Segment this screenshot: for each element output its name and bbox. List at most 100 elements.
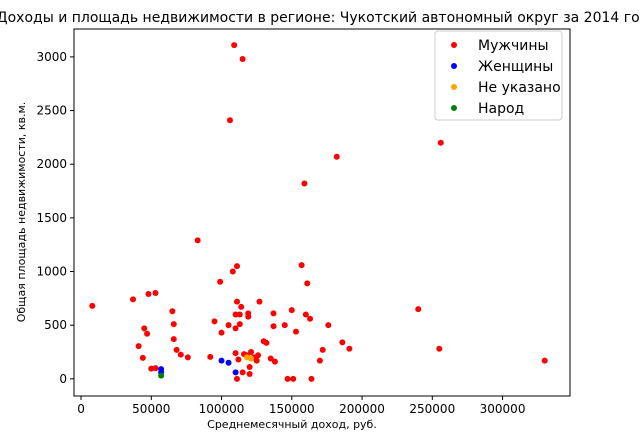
data-point (135, 343, 142, 350)
data-point (238, 303, 245, 310)
legend-marker (451, 105, 457, 111)
y-tick-label: 2000 (36, 157, 67, 171)
data-point (267, 355, 274, 362)
data-point (173, 346, 180, 353)
data-point (218, 357, 225, 364)
data-point (293, 328, 300, 335)
legend-label: Народ (478, 101, 524, 117)
legend-label: Не указано (478, 80, 561, 96)
data-point (218, 329, 225, 336)
data-point (225, 322, 232, 329)
data-point (158, 372, 165, 379)
data-point (232, 350, 239, 357)
legend-label: Женщины (478, 59, 553, 75)
data-point (184, 354, 191, 361)
data-point (308, 375, 315, 382)
data-point (271, 358, 278, 365)
y-tick-label: 1500 (36, 211, 67, 225)
data-point (436, 345, 443, 352)
data-point (229, 268, 236, 275)
data-point (339, 339, 346, 346)
data-point (211, 318, 218, 325)
data-point (232, 311, 239, 318)
x-tick-label: 250000 (409, 402, 455, 416)
data-point (232, 369, 239, 376)
data-point (263, 339, 270, 346)
x-tick-label: 50000 (132, 402, 170, 416)
data-point (319, 346, 326, 353)
data-point (152, 289, 159, 296)
x-tick-label: 300000 (480, 402, 526, 416)
data-point (541, 357, 548, 364)
data-point (290, 375, 297, 382)
data-point (233, 298, 240, 305)
data-point (170, 336, 177, 343)
legend-label: Мужчины (478, 38, 549, 54)
x-tick-label: 0 (77, 402, 85, 416)
data-point (316, 357, 323, 364)
y-tick-label: 0 (59, 372, 67, 386)
data-point (281, 322, 288, 329)
y-tick-label: 500 (44, 318, 67, 332)
data-point (239, 369, 246, 376)
data-point (130, 296, 137, 303)
data-point (246, 371, 253, 378)
data-point (139, 354, 146, 361)
data-point (217, 278, 224, 285)
data-point (231, 42, 238, 49)
data-point (255, 352, 262, 359)
data-point (298, 262, 305, 269)
plot-area-frame (73, 28, 571, 397)
data-point (236, 321, 243, 328)
data-point (346, 345, 353, 352)
data-point (270, 323, 277, 330)
data-point (233, 375, 240, 382)
data-point (302, 311, 309, 318)
y-tick-label: 2500 (36, 104, 67, 118)
y-axis: 0 500 1000 1500 2000 2500 3000 (36, 50, 74, 386)
data-point (333, 153, 340, 160)
data-point (415, 306, 422, 313)
data-point (152, 365, 159, 372)
data-point (239, 56, 246, 63)
data-point (144, 330, 151, 337)
data-point (207, 353, 214, 360)
x-tick-label: 150000 (269, 402, 315, 416)
data-point (248, 349, 255, 356)
data-point (307, 315, 314, 322)
data-point (256, 298, 263, 305)
data-point (288, 307, 295, 314)
x-axis-label: Среднемесячный доход, руб. (207, 418, 377, 431)
y-tick-label: 3000 (36, 50, 67, 64)
legend-items: Мужчины Женщины Не указано Народ (451, 38, 561, 117)
data-point (89, 302, 96, 309)
data-point (246, 364, 253, 371)
chart-title: Доходы и площадь недвижимости в регионе:… (0, 10, 640, 26)
legend-box (434, 30, 563, 121)
data-point (236, 311, 243, 318)
legend-marker (451, 63, 457, 69)
y-axis-label: Общая площадь недвижимости, кв.м. (15, 102, 28, 323)
legend: Мужчины Женщины Не указано Народ (434, 30, 563, 121)
data-point (270, 310, 277, 317)
legend-marker (451, 42, 457, 48)
data-point (253, 357, 260, 364)
data-point (304, 280, 311, 287)
x-axis: 0 50000 100000 150000 200000 250000 300000 (77, 396, 525, 416)
data-point (301, 180, 308, 187)
data-point (235, 356, 242, 363)
data-point (233, 263, 240, 270)
data-point (145, 291, 152, 298)
x-tick-label: 100000 (199, 402, 245, 416)
data-point (225, 359, 232, 366)
points-layer (89, 42, 548, 382)
data-point (248, 355, 255, 362)
y-tick-label: 1000 (36, 265, 67, 279)
legend-marker (451, 84, 457, 90)
data-point (437, 139, 444, 146)
data-point (325, 322, 332, 329)
data-point (170, 321, 177, 328)
data-point (226, 117, 233, 124)
data-point (245, 313, 252, 320)
